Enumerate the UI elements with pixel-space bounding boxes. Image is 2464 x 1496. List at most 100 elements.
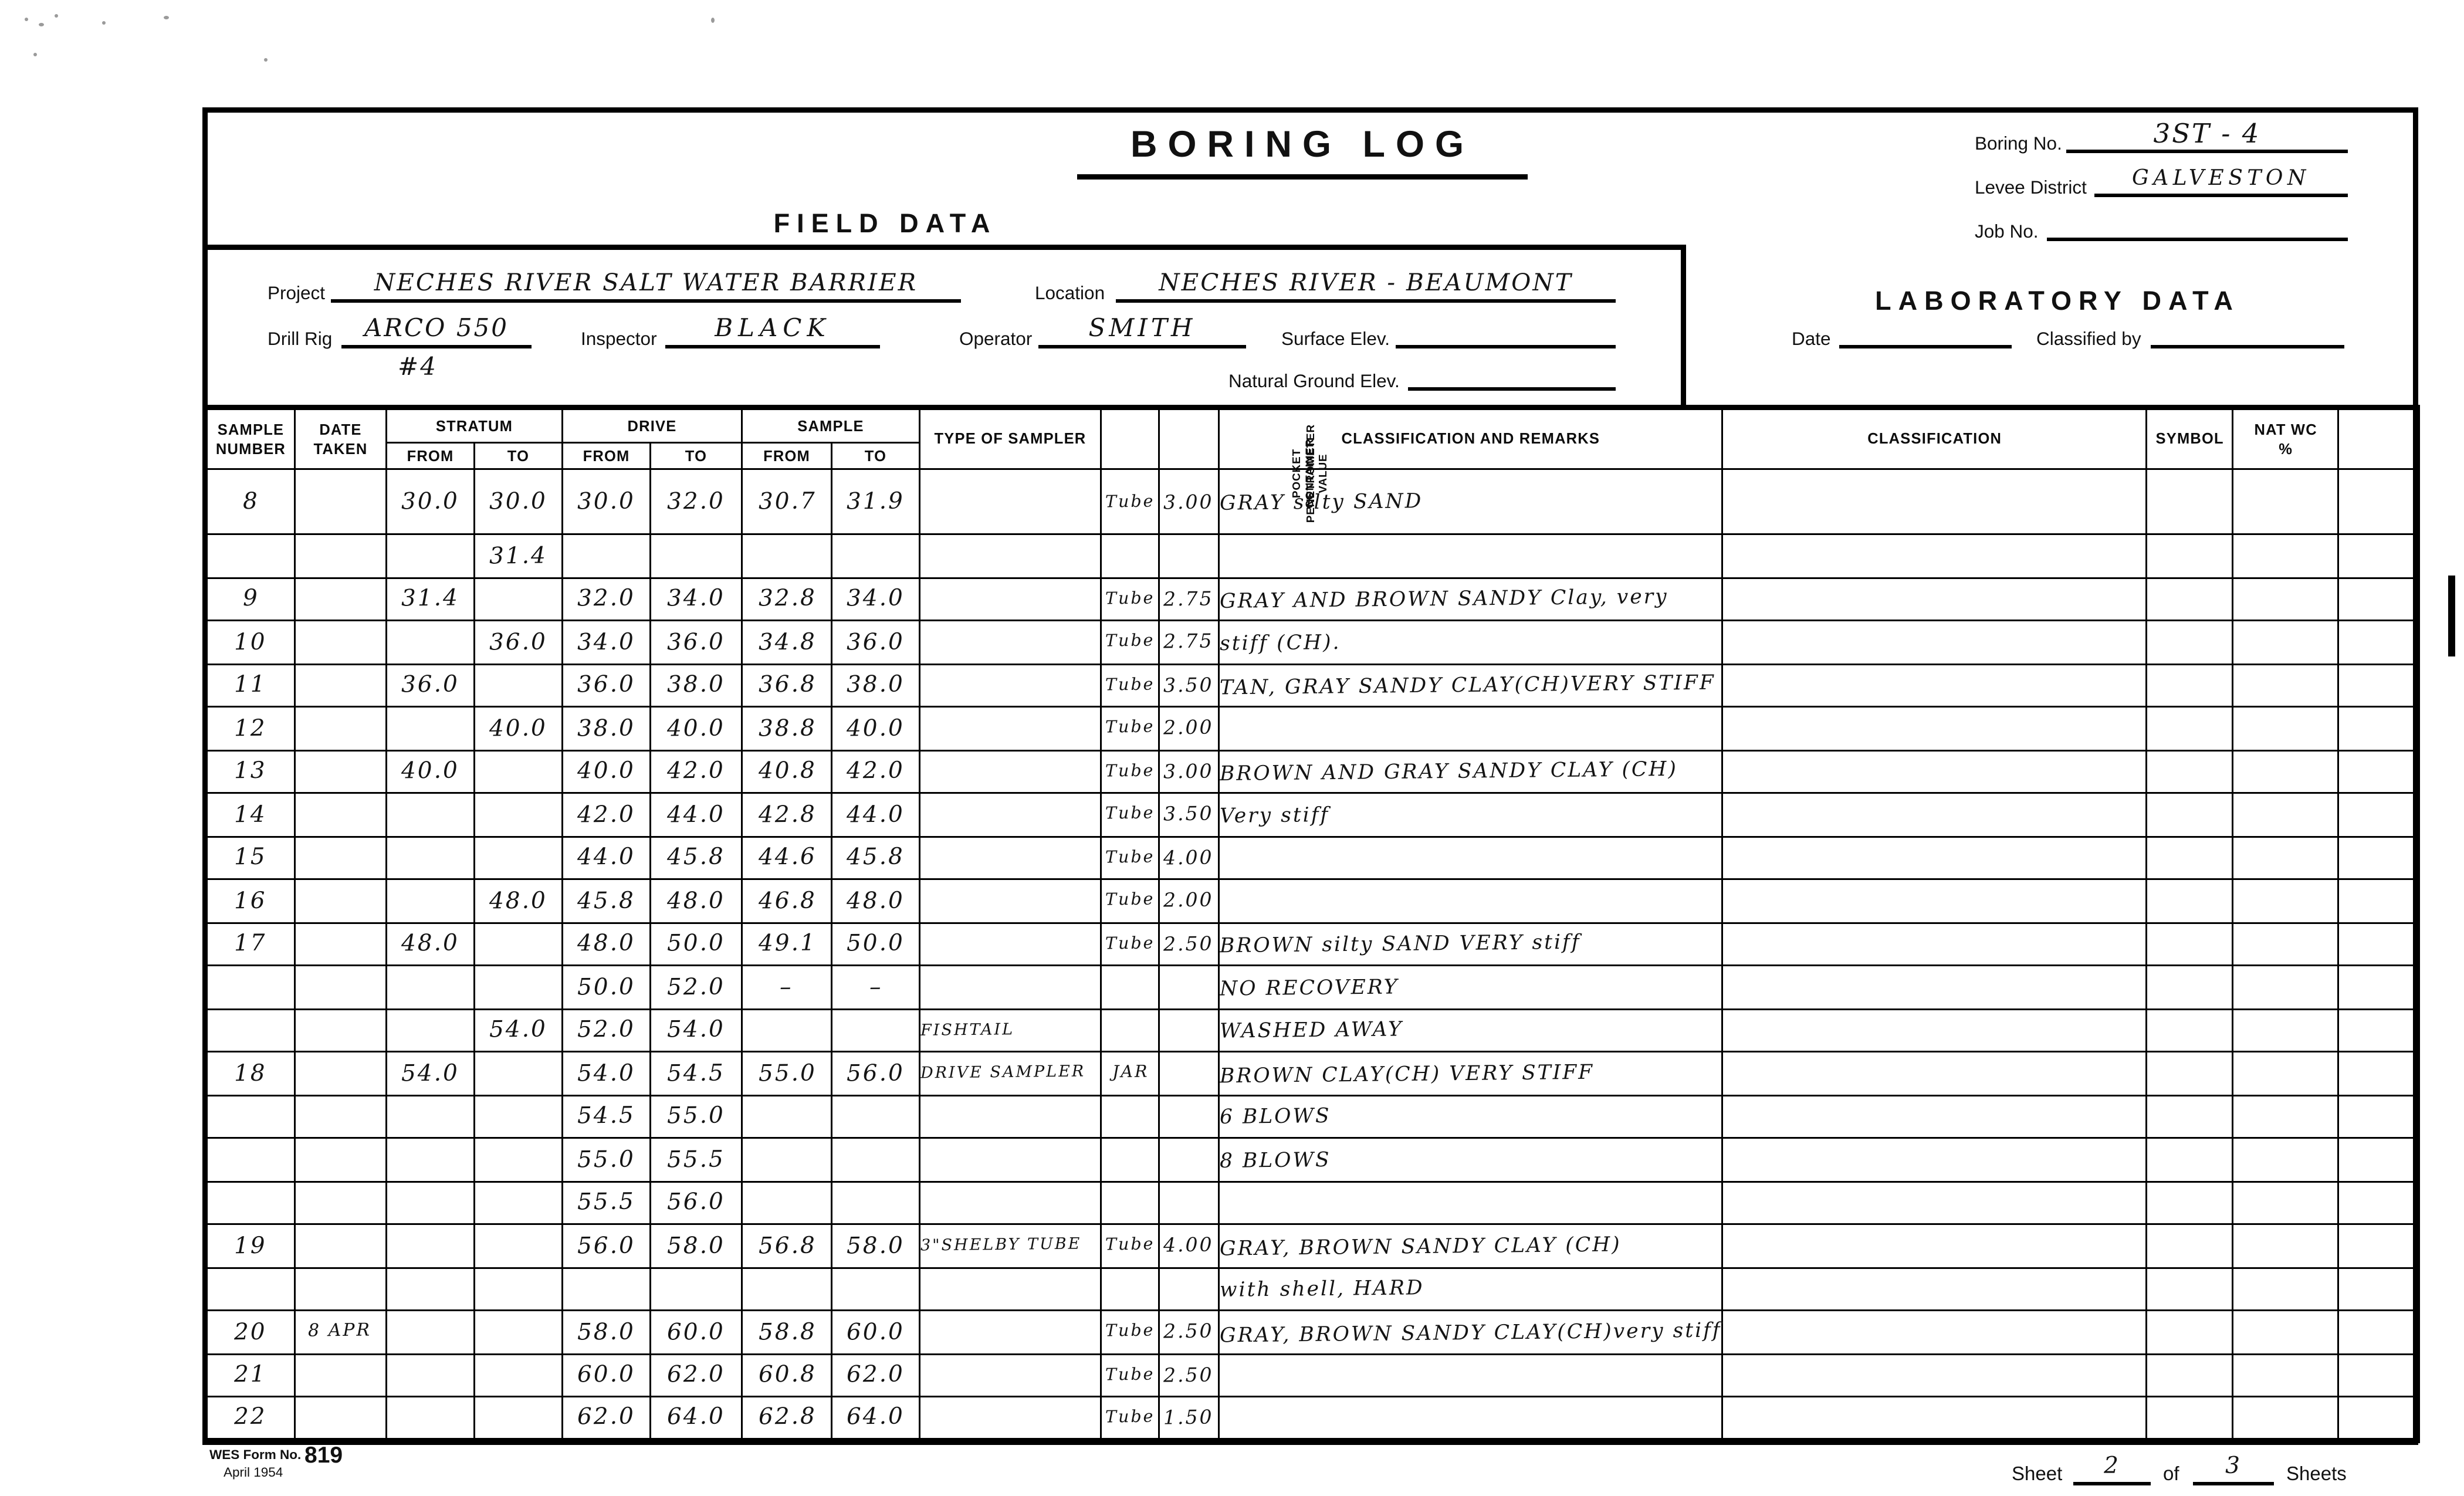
cell-stratum-to: 36.0	[473, 620, 563, 665]
cell-drive-from: 50.0	[561, 964, 651, 1010]
drill-rig-value2: #4	[398, 354, 438, 382]
cell-container-value: Tube	[1105, 1365, 1155, 1385]
cell-sample-number	[204, 1137, 296, 1182]
cell-sample-number: 14	[204, 792, 296, 837]
cell-sample-number: 22	[204, 1396, 296, 1441]
cell-pocket-penetrometer: 3.50	[1158, 792, 1220, 837]
cell-classification	[1721, 468, 2148, 535]
cell-stratum-to: 40.0	[473, 706, 563, 751]
levee-district-value: GALVESTON	[2132, 165, 2310, 190]
inspector-value: BLACK	[715, 315, 831, 343]
cell-container-value: JAR	[1111, 1063, 1149, 1084]
cell-type-of-sampler	[919, 1137, 1102, 1182]
lab-date-label: Date	[1792, 329, 1831, 350]
cell-drive-to-value: 62.0	[666, 1362, 726, 1390]
table-row: 21 60.0 62.0 60.8 62.0 Tube 2.50	[204, 1352, 2419, 1397]
cell-blank	[2337, 1007, 2419, 1052]
cell-container: Tube	[1100, 1396, 1160, 1441]
cell-sample-from: 38.8	[741, 706, 832, 751]
col-header-sample-number: SAMPLE NUMBER	[204, 407, 296, 470]
cell-stratum-to	[473, 1266, 563, 1311]
cell-drive-from-value: 34.0	[577, 629, 636, 656]
cell-symbol	[2145, 1051, 2234, 1096]
cell-sample-number: 9	[204, 576, 296, 621]
cell-type-of-sampler	[919, 964, 1102, 1010]
cell-pocket-penetrometer-value: 3.00	[1163, 490, 1214, 513]
cell-blank	[2337, 921, 2419, 966]
cell-pocket-penetrometer: 2.75	[1158, 620, 1220, 665]
cell-drive-to-value: 42.0	[666, 759, 726, 786]
cell-sample-from: 56.8	[741, 1223, 832, 1268]
cell-classification-remarks-value: BROWN AND GRAY SANDY CLAY (CH)	[1219, 756, 1678, 786]
cell-drive-from: 40.0	[561, 749, 651, 794]
cell-date-taken	[294, 576, 387, 621]
cell-sample-number: 19	[204, 1223, 296, 1268]
cell-nat-wc	[2232, 662, 2340, 708]
cell-drive-from: 60.0	[561, 1352, 651, 1397]
cell-container	[1100, 1137, 1160, 1182]
cell-container: JAR	[1100, 1051, 1160, 1096]
cell-nat-wc	[2232, 1266, 2340, 1311]
cell-drive-from: 36.0	[561, 662, 651, 708]
cell-stratum-from-value: 30.0	[401, 489, 460, 516]
col-header-sample: SAMPLE	[741, 407, 920, 444]
cell-container: Tube	[1100, 792, 1160, 837]
cell-sample-number: 8	[204, 468, 296, 535]
cell-sample-to-value: 38.0	[846, 672, 905, 700]
cell-drive-from: 38.0	[561, 706, 651, 751]
cell-drive-from-value: 42.0	[577, 801, 636, 829]
cell-drive-from: 55.5	[561, 1180, 651, 1225]
location-value: NECHES RIVER - BEAUMONT	[1159, 269, 1573, 297]
cell-type-of-sampler	[919, 921, 1102, 966]
cell-type-of-sampler	[919, 1309, 1102, 1355]
cell-drive-from: 34.0	[561, 620, 651, 665]
cell-container: Tube	[1100, 468, 1160, 535]
cell-type-of-sampler: DRIVE SAMPLER	[919, 1051, 1102, 1096]
cell-date-taken	[294, 1352, 387, 1397]
cell-stratum-from: 48.0	[385, 921, 475, 966]
cell-classification	[1721, 1352, 2148, 1397]
cell-nat-wc	[2232, 576, 2340, 621]
cell-nat-wc	[2232, 921, 2340, 966]
cell-drive-to-value: 58.0	[666, 1233, 726, 1260]
boring-no-line: 3ST - 4	[2066, 118, 2348, 153]
cell-date-taken	[294, 1180, 387, 1225]
cell-pocket-penetrometer: 2.50	[1158, 1352, 1220, 1397]
cell-sample-number: 15	[204, 835, 296, 880]
cell-sample-number-value: 11	[234, 672, 268, 700]
cell-drive-from-value: 54.5	[577, 1104, 636, 1131]
cell-symbol	[2145, 706, 2234, 751]
cell-stratum-to-value: 30.0	[489, 489, 548, 516]
cell-sample-to: 50.0	[831, 921, 920, 966]
table-row: 18 54.0 54.0 54.5 55.0 56.0 DRIVE SAMPLER JAR BR…	[204, 1051, 2419, 1096]
cell-sample-number	[204, 1094, 296, 1139]
cell-pocket-penetrometer-value: 2.75	[1163, 587, 1214, 611]
cell-drive-to-value: 38.0	[666, 672, 726, 700]
cell-stratum-from	[385, 878, 475, 923]
cell-type-of-sampler	[919, 620, 1102, 665]
table-row: 16 48.0 45.8 48.0 46.8 48.0 Tube 2.00	[204, 878, 2419, 923]
cell-drive-from: 55.0	[561, 1137, 651, 1182]
col-header-sample-to: TO	[831, 442, 920, 470]
cell-classification-remarks: stiff (CH).	[1217, 620, 1724, 665]
cell-sample-to: 31.9	[831, 468, 920, 535]
cell-stratum-from: 31.4	[385, 576, 475, 621]
cell-sample-from-value: 46.8	[757, 888, 816, 915]
cell-sample-number	[204, 1180, 296, 1225]
cell-classification-remarks	[1217, 1180, 1724, 1225]
col-header-classification-remarks: CLASSIFICATION AND REMARKS	[1217, 407, 1724, 470]
cell-type-of-sampler	[919, 878, 1102, 923]
cell-sample-to-value: 50.0	[846, 931, 905, 959]
cell-stratum-from	[385, 1352, 475, 1397]
cell-drive-from-value: 55.5	[577, 1190, 636, 1217]
cell-stratum-to-value: 40.0	[489, 715, 548, 743]
cell-classification-remarks-value: with shell, HARD	[1219, 1275, 1424, 1302]
project-label: Project	[268, 283, 326, 304]
cell-stratum-to	[473, 576, 563, 621]
cell-sample-number-value: 9	[242, 586, 259, 613]
cell-stratum-to	[473, 1309, 563, 1355]
cell-sample-number	[204, 964, 296, 1010]
cell-type-of-sampler	[919, 468, 1102, 535]
cell-sample-from: 62.8	[741, 1396, 832, 1441]
cell-pocket-penetrometer-value: 2.50	[1163, 932, 1214, 956]
